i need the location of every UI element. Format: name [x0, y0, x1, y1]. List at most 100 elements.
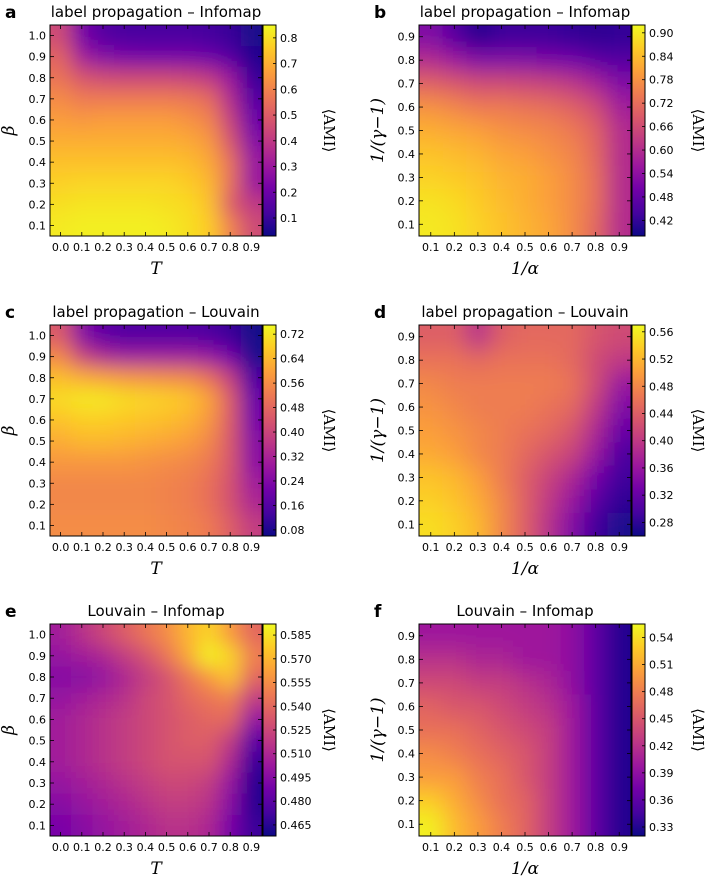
heatmap-cell — [71, 130, 93, 153]
x-tick-label: 0.2 — [446, 241, 464, 254]
heatmap-cell — [489, 165, 514, 190]
y-tick-label: 0.4 — [398, 448, 416, 461]
colorbar-tick-label: 0.54 — [649, 167, 674, 180]
heatmap-cell — [240, 67, 262, 89]
y-tick-label: 0.4 — [29, 156, 47, 169]
heatmap-cell — [50, 645, 72, 667]
heatmap-cell — [536, 325, 561, 350]
heatmap-cell — [240, 751, 262, 773]
heatmap-cell — [156, 388, 178, 410]
y-tick-label: 0.2 — [29, 198, 47, 211]
heatmap-cell — [583, 71, 609, 96]
heatmap-cell — [113, 645, 136, 667]
heatmap-cell — [489, 512, 514, 536]
colorbar-tick-label: 0.84 — [649, 50, 674, 63]
heatmap-cell — [536, 371, 561, 396]
heatmap-cell — [466, 489, 491, 514]
heatmap-cell — [583, 165, 609, 190]
heatmap-cell — [419, 489, 444, 514]
heatmap-cell — [419, 118, 444, 143]
heatmap-cell — [560, 118, 585, 143]
heatmap-cell — [71, 367, 93, 389]
heatmap-cell — [134, 687, 157, 710]
heatmap-cell — [71, 172, 93, 195]
heatmap-cell — [219, 814, 242, 836]
y-tick-label: 0.9 — [398, 331, 416, 344]
heatmap-cell — [513, 395, 538, 420]
heatmap-cell — [134, 325, 157, 347]
colorbar-label: ⟨AMI⟩ — [689, 708, 706, 752]
colorbar-tick-label: 0.32 — [649, 489, 674, 502]
y-tick-label: 1.0 — [29, 629, 47, 642]
heatmap-cell — [156, 193, 178, 216]
heatmap-cell — [583, 348, 609, 373]
heatmap-cell — [442, 489, 467, 514]
colorbar-tick-label: 0.42 — [649, 740, 674, 753]
heatmap-cell — [219, 193, 242, 216]
heatmap-cell — [92, 409, 115, 432]
heatmap-cell — [50, 130, 72, 153]
heatmap-cell — [560, 71, 585, 96]
x-tick-label: 0.7 — [200, 541, 218, 554]
x-tick-label: 0.7 — [563, 541, 581, 554]
heatmap-cell — [92, 172, 115, 195]
colorbar-tick-label: 0.465 — [280, 819, 312, 832]
x-tick-label: 0.6 — [540, 841, 558, 854]
heatmap-cell — [92, 514, 115, 536]
heatmap-cell — [198, 772, 221, 795]
panel-f: 0.1 0.2 0.3 0.4 0.5 0.6 0.7 0.8 0.9 0.9 0.8 0.7 0.6 0… — [368, 602, 706, 879]
y-tick-label: 0.8 — [29, 671, 47, 684]
y-tick-label: 0.6 — [398, 101, 416, 114]
heatmap-cell — [536, 671, 561, 696]
y-tick-label: 0.6 — [29, 414, 47, 427]
heatmap-cell — [419, 812, 444, 836]
heatmap-cell — [583, 189, 609, 214]
heatmap-cell — [92, 751, 115, 773]
heatmap-cell — [240, 708, 262, 731]
heatmap-cell — [219, 687, 242, 710]
heatmap-cell — [560, 465, 585, 490]
heatmap-cell — [177, 46, 199, 68]
heatmap-cell — [536, 765, 561, 790]
heatmap-cell — [219, 493, 242, 516]
heatmap-cell — [240, 325, 262, 347]
heatmap-cell — [583, 765, 609, 790]
heatmap-cell — [513, 647, 538, 672]
heatmap-cell — [536, 118, 561, 143]
heatmap-cell — [177, 730, 199, 752]
heatmap-cell — [134, 388, 157, 410]
heatmap-cell — [583, 812, 609, 836]
heatmap-cell — [92, 793, 115, 816]
heatmap-cell — [513, 348, 538, 373]
heatmap-cell — [113, 214, 136, 236]
colorbar-tick-label: 0.48 — [649, 380, 674, 393]
heatmap-cell — [466, 812, 491, 836]
heatmap-cell — [71, 67, 93, 89]
heatmap-cell — [536, 71, 561, 96]
heatmap-cell — [240, 193, 262, 216]
heatmap-cell — [489, 189, 514, 214]
heatmap-cell — [134, 130, 157, 153]
heatmap-cell — [240, 46, 262, 68]
x-tick-label: 0.6 — [540, 541, 558, 554]
x-tick-label: 0.3 — [115, 241, 133, 254]
heatmap-cell — [466, 48, 491, 73]
colorbar-tick-label: 0.495 — [280, 771, 312, 784]
heatmap-cell — [513, 812, 538, 836]
panel-d: 0.1 0.2 0.3 0.4 0.5 0.6 0.7 0.8 0.9 0.9 0.8 0.7 0.6 0… — [368, 303, 706, 579]
heatmap-cell — [631, 236, 655, 260]
heatmap-cell — [466, 788, 491, 814]
heatmap-cell — [50, 451, 72, 474]
y-tick-label: 0.6 — [29, 114, 47, 127]
heatmap-cell — [177, 151, 199, 174]
colorbar-tick-label: 0.480 — [280, 795, 312, 808]
heatmap-cell — [513, 212, 538, 236]
heatmap-cell — [560, 371, 585, 396]
heatmap-cell — [29, 236, 51, 258]
heatmap-cell — [156, 367, 178, 389]
heatmap-cell — [92, 67, 115, 89]
heatmap-cell — [607, 765, 631, 790]
x-tick-label: 0.6 — [179, 541, 197, 554]
heatmap-cell — [489, 325, 514, 350]
heatmap-cell — [134, 624, 157, 646]
